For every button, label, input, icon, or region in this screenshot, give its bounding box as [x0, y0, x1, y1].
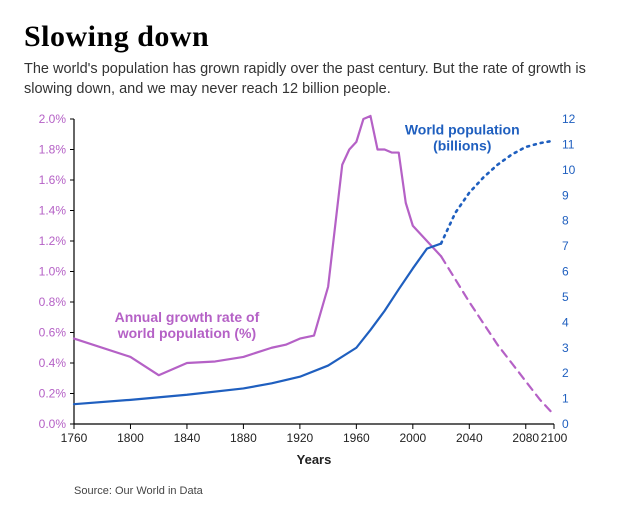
page-title: Slowing down [24, 20, 594, 54]
svg-text:2080: 2080 [512, 431, 539, 445]
svg-text:7: 7 [562, 239, 569, 253]
chart-svg: 0.0% 0.2% 0.4% 0.6% 0.8% 1.0% 1.2% 1.4% 1.6% 1.8%… [24, 109, 594, 479]
svg-text:1800: 1800 [117, 431, 144, 445]
svg-text:1920: 1920 [287, 431, 314, 445]
population-label: World population(billions) [405, 121, 520, 153]
svg-text:9: 9 [562, 188, 569, 202]
svg-text:2000: 2000 [399, 431, 426, 445]
svg-text:11: 11 [562, 138, 575, 152]
x-axis: 1760 1800 1840 1880 1920 1960 2000 2040 20802100 [61, 424, 568, 445]
svg-text:0.2%: 0.2% [39, 387, 67, 401]
y-left-axis: 0.0% 0.2% 0.4% 0.6% 0.8% 1.0% 1.2% 1.4% 1.6% 1.8%… [39, 112, 74, 431]
svg-text:10: 10 [562, 163, 576, 177]
chart: 0.0% 0.2% 0.4% 0.6% 0.8% 1.0% 1.2% 1.4% 1.6% 1.8%… [24, 109, 594, 479]
population-line-dotted [441, 141, 554, 244]
svg-text:1.0%: 1.0% [39, 265, 67, 279]
svg-text:4: 4 [562, 315, 569, 329]
subtitle: The world's population has grown rapidly… [24, 60, 594, 99]
svg-text:2100: 2100 [541, 431, 568, 445]
svg-text:12: 12 [562, 112, 576, 126]
svg-text:2.0%: 2.0% [39, 112, 67, 126]
svg-text:0.6%: 0.6% [39, 326, 67, 340]
growth-rate-label: Annual growth rate ofworld population (%… [115, 309, 260, 341]
svg-text:1880: 1880 [230, 431, 257, 445]
svg-text:6: 6 [562, 265, 569, 279]
growth-rate-line-dashed [441, 256, 554, 415]
svg-text:2: 2 [562, 366, 569, 380]
svg-text:5: 5 [562, 290, 569, 304]
svg-text:3: 3 [562, 341, 569, 355]
svg-text:1.4%: 1.4% [39, 204, 67, 218]
svg-text:2040: 2040 [456, 431, 483, 445]
svg-text:1840: 1840 [174, 431, 201, 445]
svg-text:1.8%: 1.8% [39, 143, 67, 157]
x-axis-title: Years [297, 452, 332, 467]
y-right-axis: 0123456789101112 [562, 112, 576, 431]
source-text: Source: Our World in Data [74, 485, 594, 497]
svg-text:1760: 1760 [61, 431, 88, 445]
svg-text:0.0%: 0.0% [39, 417, 67, 431]
svg-text:8: 8 [562, 214, 569, 228]
svg-text:1.2%: 1.2% [39, 234, 67, 248]
svg-text:0.4%: 0.4% [39, 356, 67, 370]
svg-text:0: 0 [562, 417, 569, 431]
svg-text:1.6%: 1.6% [39, 173, 67, 187]
svg-text:1960: 1960 [343, 431, 370, 445]
svg-text:0.8%: 0.8% [39, 295, 67, 309]
svg-text:1: 1 [562, 392, 569, 406]
